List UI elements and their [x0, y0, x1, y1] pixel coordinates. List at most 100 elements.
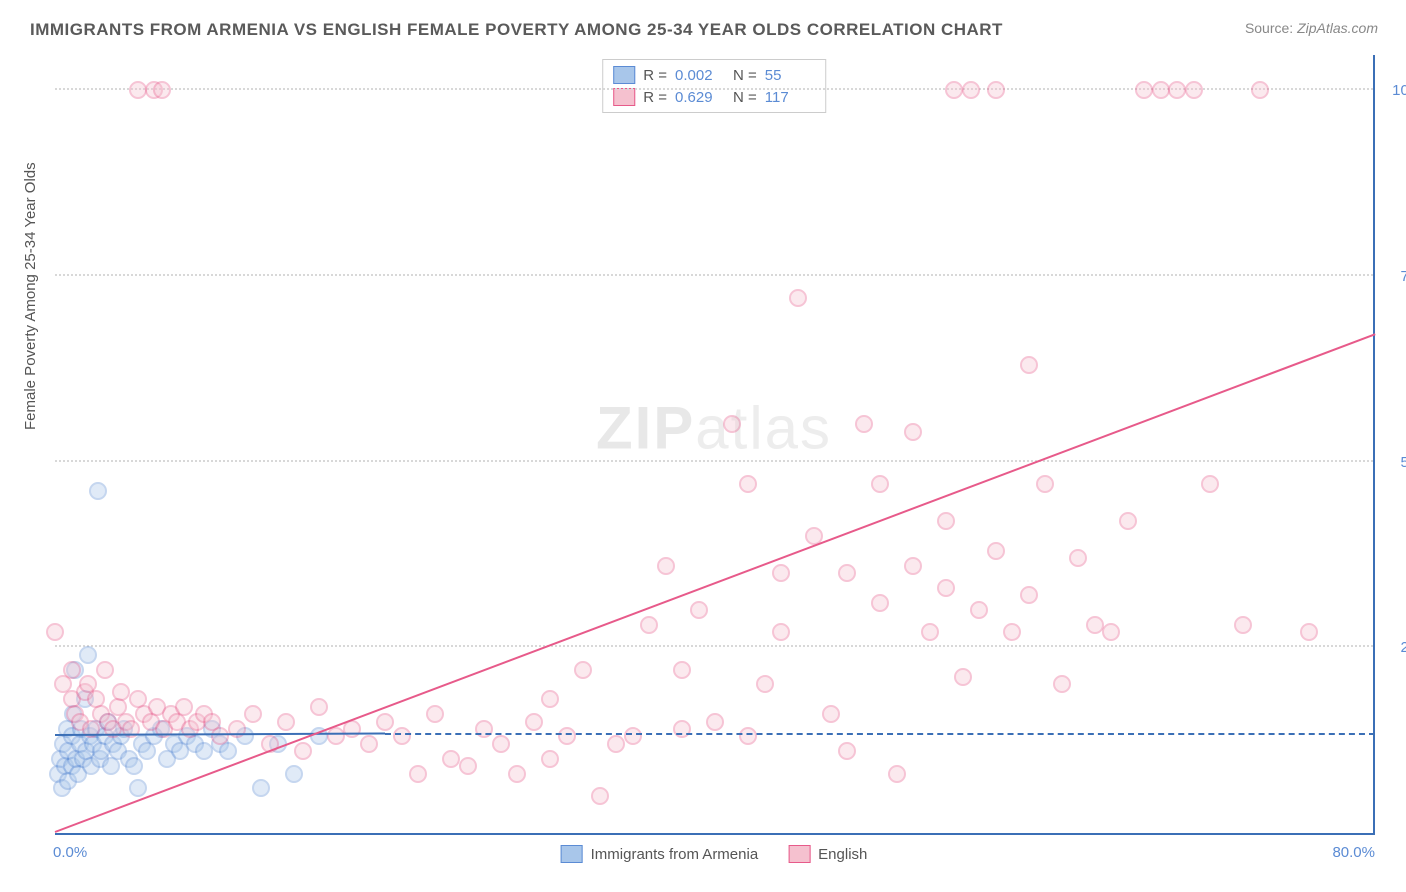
- scatter-point: [1168, 81, 1186, 99]
- scatter-point: [838, 742, 856, 760]
- scatter-point: [739, 475, 757, 493]
- scatter-point: [1053, 675, 1071, 693]
- scatter-point: [294, 742, 312, 760]
- legend-r-value: 0.002: [675, 67, 725, 84]
- scatter-point: [1152, 81, 1170, 99]
- scatter-point: [175, 698, 193, 716]
- scatter-point: [525, 713, 543, 731]
- scatter-point: [954, 668, 972, 686]
- source-value: ZipAtlas.com: [1297, 20, 1378, 36]
- trend-line: [55, 333, 1376, 833]
- scatter-point: [591, 787, 609, 805]
- scatter-point: [228, 720, 246, 738]
- legend-stat-row: R = 0.002N = 55: [613, 64, 815, 86]
- scatter-point: [426, 705, 444, 723]
- legend-series-label: English: [818, 846, 867, 863]
- scatter-point: [624, 727, 642, 745]
- scatter-point: [492, 735, 510, 753]
- scatter-point: [1003, 623, 1021, 641]
- scatter-point: [574, 661, 592, 679]
- scatter-point: [888, 765, 906, 783]
- scatter-point: [285, 765, 303, 783]
- scatter-point: [244, 705, 262, 723]
- scatter-point: [1251, 81, 1269, 99]
- watermark: ZIPatlas: [596, 394, 832, 463]
- y-axis-tick-label: 50.0%: [1383, 454, 1406, 471]
- gridline-horizontal: [55, 274, 1373, 276]
- scatter-point: [690, 601, 708, 619]
- chart-title: IMMIGRANTS FROM ARMENIA VS ENGLISH FEMAL…: [30, 20, 1003, 40]
- scatter-point: [706, 713, 724, 731]
- scatter-point: [822, 705, 840, 723]
- scatter-point: [970, 601, 988, 619]
- legend-n-value: 55: [765, 67, 815, 84]
- scatter-point: [739, 727, 757, 745]
- scatter-point: [327, 727, 345, 745]
- x-axis-min-label: 0.0%: [53, 844, 87, 861]
- scatter-point: [1020, 356, 1038, 374]
- legend-swatch: [561, 845, 583, 863]
- scatter-point: [1201, 475, 1219, 493]
- scatter-point: [987, 81, 1005, 99]
- scatter-point: [129, 779, 147, 797]
- scatter-point: [541, 690, 559, 708]
- legend-swatch: [613, 88, 635, 106]
- scatter-point: [112, 683, 130, 701]
- legend-series-item: English: [788, 845, 867, 863]
- scatter-point: [442, 750, 460, 768]
- scatter-point: [125, 757, 143, 775]
- scatter-point: [855, 415, 873, 433]
- scatter-point: [871, 594, 889, 612]
- scatter-point: [673, 661, 691, 679]
- y-axis-tick-label: 100.0%: [1383, 82, 1406, 99]
- scatter-point: [508, 765, 526, 783]
- scatter-point: [640, 616, 658, 634]
- scatter-point: [1069, 549, 1087, 567]
- legend-r-value: 0.629: [675, 89, 725, 106]
- scatter-point: [195, 742, 213, 760]
- y-axis-tick-label: 75.0%: [1383, 268, 1406, 285]
- source-attribution: Source: ZipAtlas.com: [1245, 20, 1378, 36]
- scatter-point: [541, 750, 559, 768]
- scatter-point: [937, 579, 955, 597]
- scatter-point: [772, 564, 790, 582]
- scatter-point: [871, 475, 889, 493]
- scatter-point: [89, 482, 107, 500]
- scatter-point: [63, 661, 81, 679]
- scatter-point: [360, 735, 378, 753]
- scatter-point: [1185, 81, 1203, 99]
- chart-plot-area: ZIPatlas R = 0.002N = 55R = 0.629N = 117…: [55, 55, 1375, 835]
- legend-r-label: R =: [643, 89, 667, 106]
- scatter-point: [607, 735, 625, 753]
- legend-series-item: Immigrants from Armenia: [561, 845, 759, 863]
- legend-series-label: Immigrants from Armenia: [591, 846, 759, 863]
- legend-swatch: [613, 66, 635, 84]
- scatter-point: [945, 81, 963, 99]
- scatter-point: [789, 289, 807, 307]
- scatter-point: [1234, 616, 1252, 634]
- gridline-horizontal: [55, 645, 1373, 647]
- scatter-point: [1086, 616, 1104, 634]
- legend-series: Immigrants from Armenia English: [561, 845, 868, 863]
- scatter-point: [153, 81, 171, 99]
- y-axis-label: Female Poverty Among 25-34 Year Olds: [22, 162, 39, 430]
- scatter-point: [1135, 81, 1153, 99]
- scatter-point: [904, 557, 922, 575]
- scatter-point: [310, 698, 328, 716]
- source-label: Source:: [1245, 20, 1293, 36]
- scatter-point: [1102, 623, 1120, 641]
- scatter-point: [673, 720, 691, 738]
- scatter-point: [409, 765, 427, 783]
- scatter-point: [756, 675, 774, 693]
- scatter-point: [129, 81, 147, 99]
- scatter-point: [921, 623, 939, 641]
- scatter-point: [475, 720, 493, 738]
- legend-stats-box: R = 0.002N = 55R = 0.629N = 117: [602, 59, 826, 113]
- watermark-thin: atlas: [695, 395, 832, 462]
- legend-r-label: R =: [643, 67, 667, 84]
- legend-swatch: [788, 845, 810, 863]
- scatter-point: [277, 713, 295, 731]
- scatter-point: [987, 542, 1005, 560]
- scatter-point: [393, 727, 411, 745]
- scatter-point: [79, 646, 97, 664]
